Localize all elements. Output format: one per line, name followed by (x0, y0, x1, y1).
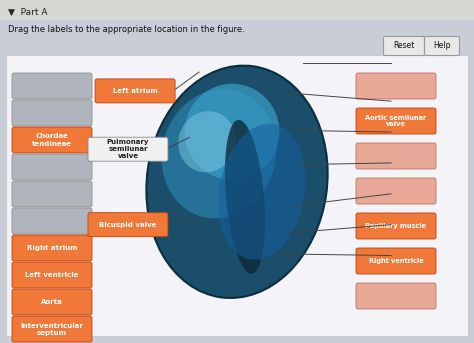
Text: Interventricular
septum: Interventricular septum (20, 322, 83, 335)
Text: Right atrium: Right atrium (27, 245, 77, 251)
FancyBboxPatch shape (12, 289, 92, 315)
FancyBboxPatch shape (95, 79, 175, 103)
FancyBboxPatch shape (383, 36, 425, 56)
FancyBboxPatch shape (88, 137, 168, 161)
Text: Right ventricle: Right ventricle (369, 258, 423, 264)
Bar (0, 0, 474, 20)
Ellipse shape (219, 124, 306, 260)
Text: Bicuspid valve: Bicuspid valve (99, 222, 157, 228)
Text: Chordae
tendineae: Chordae tendineae (32, 133, 72, 146)
FancyBboxPatch shape (12, 262, 92, 288)
Text: Left ventricle: Left ventricle (25, 272, 79, 278)
FancyBboxPatch shape (356, 143, 436, 169)
Text: Reset: Reset (393, 42, 415, 50)
FancyBboxPatch shape (12, 208, 92, 234)
Text: Left atrium: Left atrium (113, 88, 157, 94)
FancyBboxPatch shape (6, 55, 468, 336)
FancyBboxPatch shape (356, 248, 436, 274)
FancyBboxPatch shape (425, 36, 459, 56)
Text: Help: Help (433, 42, 451, 50)
Ellipse shape (178, 111, 236, 173)
FancyBboxPatch shape (88, 213, 168, 237)
FancyBboxPatch shape (356, 108, 436, 134)
FancyBboxPatch shape (12, 73, 92, 99)
FancyBboxPatch shape (356, 178, 436, 204)
Ellipse shape (146, 66, 328, 298)
Ellipse shape (162, 89, 276, 218)
FancyBboxPatch shape (356, 73, 436, 99)
Ellipse shape (225, 120, 265, 274)
Text: ▼  Part A: ▼ Part A (8, 8, 47, 16)
Ellipse shape (184, 84, 279, 180)
Text: Drag the labels to the appropriate location in the figure.: Drag the labels to the appropriate locat… (8, 25, 245, 35)
FancyBboxPatch shape (12, 127, 92, 153)
Text: Papillary muscle: Papillary muscle (365, 223, 427, 229)
Text: Aorta: Aorta (41, 299, 63, 305)
FancyBboxPatch shape (356, 283, 436, 309)
FancyBboxPatch shape (12, 154, 92, 180)
Text: Pulmonary
semilunar
valve: Pulmonary semilunar valve (107, 139, 149, 159)
FancyBboxPatch shape (12, 100, 92, 126)
FancyBboxPatch shape (12, 235, 92, 261)
Text: Aortic semilunar
valve: Aortic semilunar valve (365, 115, 427, 128)
FancyBboxPatch shape (12, 181, 92, 207)
FancyBboxPatch shape (356, 213, 436, 239)
FancyBboxPatch shape (12, 316, 92, 342)
